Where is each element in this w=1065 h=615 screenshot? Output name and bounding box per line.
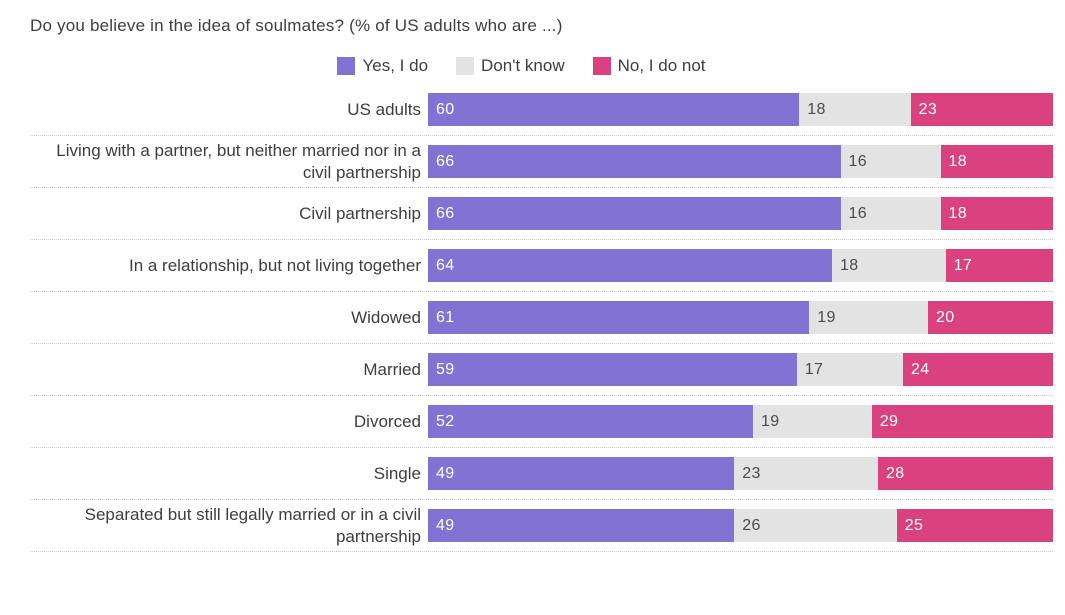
chart-row: Living with a partner, but neither marri… (30, 136, 1053, 188)
category-label: Living with a partner, but neither marri… (56, 141, 421, 182)
bar-segment-2: 29 (871, 405, 1053, 438)
segment-value: 19 (761, 412, 780, 430)
segment-value: 28 (886, 464, 905, 482)
legend-label: Yes, I do (362, 56, 429, 75)
category-label: Divorced (353, 411, 421, 431)
bar-segment-2: 20 (928, 301, 1053, 334)
category-label: Civil partnership (299, 203, 421, 223)
segment-value: 26 (742, 516, 761, 534)
bar-segment-0: 66 (428, 145, 841, 178)
category-label: Widowed (351, 307, 421, 327)
stacked-bar: 52 19 29 (428, 405, 1053, 438)
bar-segment-1: 18 (832, 249, 946, 282)
bar-segment-2: 18 (940, 197, 1053, 230)
chart-row: Single 49 23 28 (30, 448, 1053, 500)
stacked-bar: 59 17 24 (428, 353, 1053, 386)
segment-value: 23 (742, 464, 761, 482)
segment-value: 49 (436, 464, 455, 482)
category-label: Separated but still legally married or i… (84, 505, 421, 546)
segment-value: 23 (918, 100, 938, 118)
bar-segment-1: 16 (840, 197, 941, 230)
chart-row: In a relationship, but not living togeth… (30, 240, 1054, 292)
bar-segment-1: 26 (734, 509, 897, 542)
bar-segment-0: 49 (428, 457, 735, 490)
category-label: In a relationship, but not living togeth… (128, 255, 421, 275)
segment-value: 18 (807, 100, 826, 118)
bar-segment-0: 52 (428, 405, 753, 438)
segment-value: 16 (848, 152, 867, 170)
segment-value: 61 (436, 308, 455, 326)
legend-swatch-icon (337, 57, 356, 75)
segment-value: 59 (436, 360, 455, 378)
bar-segment-1: 23 (734, 457, 878, 490)
bar-segment-2: 24 (903, 353, 1053, 386)
bar-segment-0: 59 (428, 353, 797, 386)
segment-value: 66 (436, 152, 455, 170)
bar-segment-0: 66 (428, 197, 841, 230)
legend-item-1: Don't know (456, 56, 565, 76)
chart-title: Do you believe in the idea of soulmates?… (30, 16, 563, 35)
legend-item-2: No, I do not (592, 56, 706, 76)
bar-segment-0: 60 (428, 93, 800, 126)
legend-swatch-icon (592, 57, 611, 75)
stacked-bar: 66 16 18 (428, 145, 1053, 178)
chart-row: Separated but still legally married or i… (30, 500, 1053, 552)
segment-value: 17 (804, 360, 824, 378)
stacked-bar: 49 23 28 (428, 457, 1053, 490)
segment-value: 64 (436, 256, 455, 274)
chart-body: US adults 60 18 23 Living with a partner, bu… (30, 84, 1054, 552)
legend-label: No, I do not (617, 56, 706, 75)
bar-segment-1: 19 (753, 405, 872, 438)
bar-segment-1: 19 (809, 301, 928, 334)
legend-swatch-icon (456, 57, 475, 75)
bar-segment-2: 17 (945, 249, 1054, 282)
bar-segment-0: 61 (428, 301, 810, 334)
bar-segment-1: 17 (796, 353, 903, 386)
bar-segment-1: 18 (799, 93, 911, 126)
chart-row: Divorced 52 19 29 (30, 396, 1053, 448)
chart-row: US adults 60 18 23 (30, 84, 1053, 136)
segment-value: 19 (817, 308, 836, 326)
segment-value: 24 (911, 360, 930, 378)
bar-segment-0: 64 (428, 249, 833, 282)
stacked-bar: 60 18 23 (428, 93, 1053, 126)
chart-row: Widowed 61 19 20 (30, 292, 1053, 344)
segment-value: 18 (948, 204, 967, 222)
chart-legend: Yes, I do Don't know No, I do not (30, 56, 1013, 76)
stacked-bar: 61 19 20 (428, 301, 1053, 334)
bar-segment-2: 25 (896, 509, 1053, 542)
segment-value: 60 (436, 100, 455, 118)
segment-value: 18 (948, 152, 967, 170)
segment-value: 16 (848, 204, 867, 222)
segment-value: 52 (436, 412, 455, 430)
chart-row: Civil partnership 66 16 18 (30, 188, 1053, 240)
segment-value: 29 (879, 412, 899, 430)
segment-value: 18 (840, 256, 859, 274)
legend-label: Don't know (481, 56, 565, 75)
bar-segment-2: 23 (910, 93, 1053, 126)
segment-value: 66 (436, 204, 455, 222)
bar-segment-0: 49 (428, 509, 735, 542)
legend-item-0: Yes, I do (337, 56, 428, 76)
bar-segment-1: 16 (840, 145, 941, 178)
stacked-bar: 66 16 18 (428, 197, 1053, 230)
bar-segment-2: 18 (940, 145, 1053, 178)
stacked-bar: 64 18 17 (428, 249, 1054, 282)
category-label: Single (373, 463, 421, 483)
chart-row: Married 59 17 24 (30, 344, 1053, 396)
segment-value: 20 (936, 308, 955, 326)
category-label: Married (363, 359, 421, 379)
bar-segment-2: 28 (878, 457, 1053, 490)
category-label: US adults (347, 99, 421, 119)
segment-value: 49 (436, 516, 455, 534)
segment-value: 17 (953, 256, 973, 274)
stacked-bar: 49 26 25 (428, 509, 1053, 542)
segment-value: 25 (904, 516, 924, 534)
